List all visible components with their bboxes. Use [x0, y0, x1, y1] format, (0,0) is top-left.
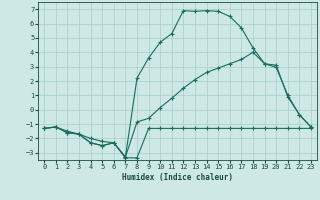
- X-axis label: Humidex (Indice chaleur): Humidex (Indice chaleur): [122, 173, 233, 182]
